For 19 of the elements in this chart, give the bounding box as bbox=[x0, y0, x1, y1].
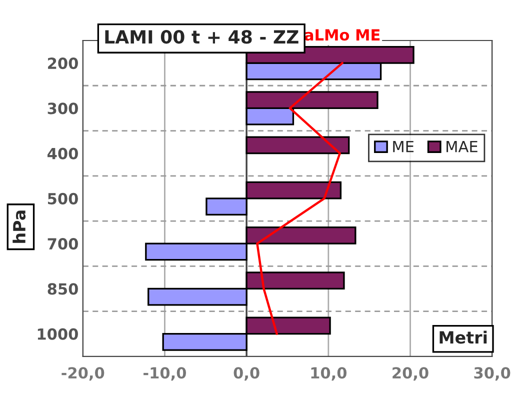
legend-label: MAE bbox=[446, 140, 478, 152]
chart-title: LAMI 00 t + 48 - ZZ bbox=[105, 30, 298, 44]
y-axis-title: hPa bbox=[12, 210, 26, 243]
x-tick-label: 30,0 bbox=[474, 367, 510, 381]
x-tick-label: -20,0 bbox=[62, 367, 104, 381]
x-tick-label: 10,0 bbox=[311, 367, 347, 381]
y-tick-label: 500 bbox=[48, 192, 78, 204]
y-tick-label: 850 bbox=[48, 283, 78, 295]
y-tick-label: 400 bbox=[48, 148, 78, 160]
x-tick-label: -10,0 bbox=[144, 367, 186, 381]
y-tick-label: 200 bbox=[48, 58, 78, 70]
legend-label: ME bbox=[393, 140, 414, 152]
y-tick-label: 700 bbox=[48, 238, 78, 250]
x-axis-title: Metri bbox=[440, 330, 487, 344]
bar bbox=[246, 136, 350, 154]
x-tick-label: 20,0 bbox=[392, 367, 428, 381]
y-tick-label: 300 bbox=[48, 102, 78, 114]
y-tick-label: 1000 bbox=[38, 328, 78, 340]
x-tick-label: 0,0 bbox=[234, 367, 260, 381]
